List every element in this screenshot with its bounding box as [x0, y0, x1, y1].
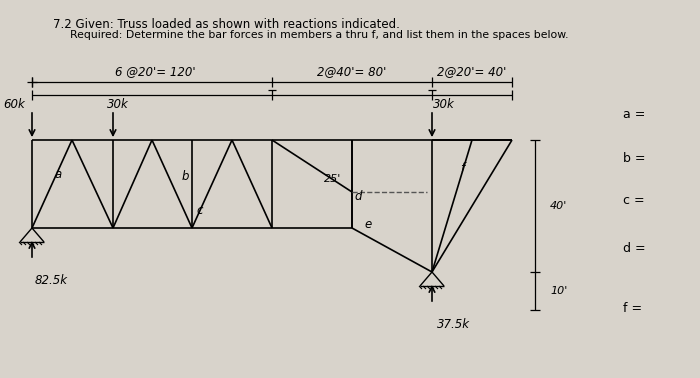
Text: 7.2 Given: Truss loaded as shown with reactions indicated.: 7.2 Given: Truss loaded as shown with re… — [53, 18, 400, 31]
Text: 82.5k: 82.5k — [35, 274, 68, 287]
Text: 30k: 30k — [433, 98, 455, 110]
Text: 2@20'= 40': 2@20'= 40' — [438, 65, 507, 79]
Text: f =: f = — [623, 302, 642, 314]
Text: b =: b = — [623, 152, 645, 164]
Text: b: b — [181, 170, 189, 183]
Text: c: c — [197, 203, 203, 217]
Text: 25': 25' — [324, 174, 342, 184]
Text: 37.5k: 37.5k — [437, 318, 470, 330]
Text: 2@40'= 80': 2@40'= 80' — [317, 65, 386, 79]
Text: 30k: 30k — [107, 98, 129, 110]
Text: d: d — [354, 191, 362, 203]
Text: 40': 40' — [550, 201, 567, 211]
Text: c =: c = — [623, 194, 645, 206]
Text: a: a — [55, 167, 62, 181]
Text: f: f — [460, 161, 464, 175]
Text: 10': 10' — [550, 286, 567, 296]
Text: 60k: 60k — [3, 98, 25, 110]
Text: Required: Determine the bar forces in members a thru f, and list them in the spa: Required: Determine the bar forces in me… — [70, 30, 568, 40]
Text: 6 @20'= 120': 6 @20'= 120' — [115, 65, 195, 79]
Text: d =: d = — [623, 242, 645, 254]
Text: a =: a = — [623, 108, 645, 121]
Text: e: e — [365, 218, 372, 231]
